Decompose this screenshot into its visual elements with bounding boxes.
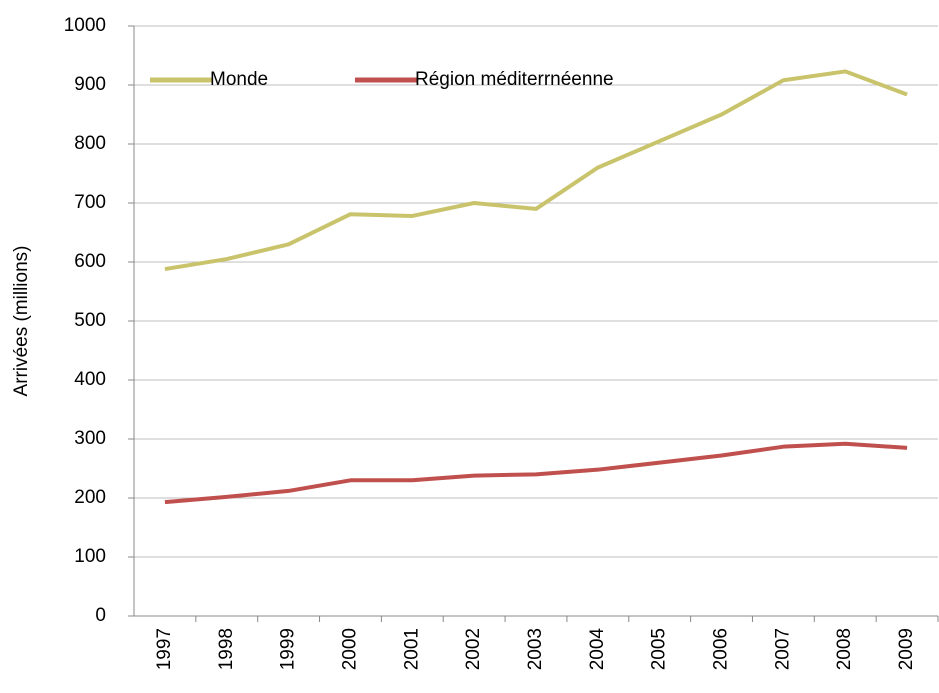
- x-tick-label: 2007: [772, 628, 793, 670]
- y-axis-label: Arrivées (millions): [11, 246, 32, 397]
- y-tick-label: 900: [74, 74, 106, 95]
- series-line: [164, 69, 908, 272]
- x-tick-label: 2004: [587, 628, 608, 671]
- y-tick-label: 500: [74, 310, 106, 331]
- x-tick-label: 2002: [463, 628, 484, 670]
- x-tick-label: 2006: [711, 628, 732, 670]
- x-tick-label: 1999: [278, 628, 299, 670]
- y-tick-label: 600: [74, 251, 106, 272]
- x-tick-label: 2000: [339, 628, 360, 670]
- y-tick-label: 100: [74, 546, 106, 567]
- y-tick-label: 700: [74, 192, 106, 213]
- x-tick-label: 2001: [401, 628, 422, 670]
- x-tick-label: 1998: [216, 628, 237, 670]
- legend-label: Monde: [210, 69, 268, 90]
- y-tick-label: 300: [74, 428, 106, 449]
- x-tick-label: 2008: [834, 628, 855, 670]
- y-tick-label: 200: [74, 487, 106, 508]
- x-tick-label: 2003: [525, 628, 546, 670]
- legend-label: Région méditerrnéenne: [415, 69, 614, 90]
- x-tick-label: 2009: [896, 628, 917, 670]
- y-tick-label: 800: [74, 133, 106, 154]
- y-tick-label: 1000: [64, 15, 106, 36]
- y-tick-label: 0: [95, 605, 106, 626]
- x-tick-label: 1997: [154, 628, 175, 670]
- x-tick-label: 2005: [649, 628, 670, 670]
- series-line: [164, 441, 908, 505]
- y-tick-label: 400: [74, 369, 106, 390]
